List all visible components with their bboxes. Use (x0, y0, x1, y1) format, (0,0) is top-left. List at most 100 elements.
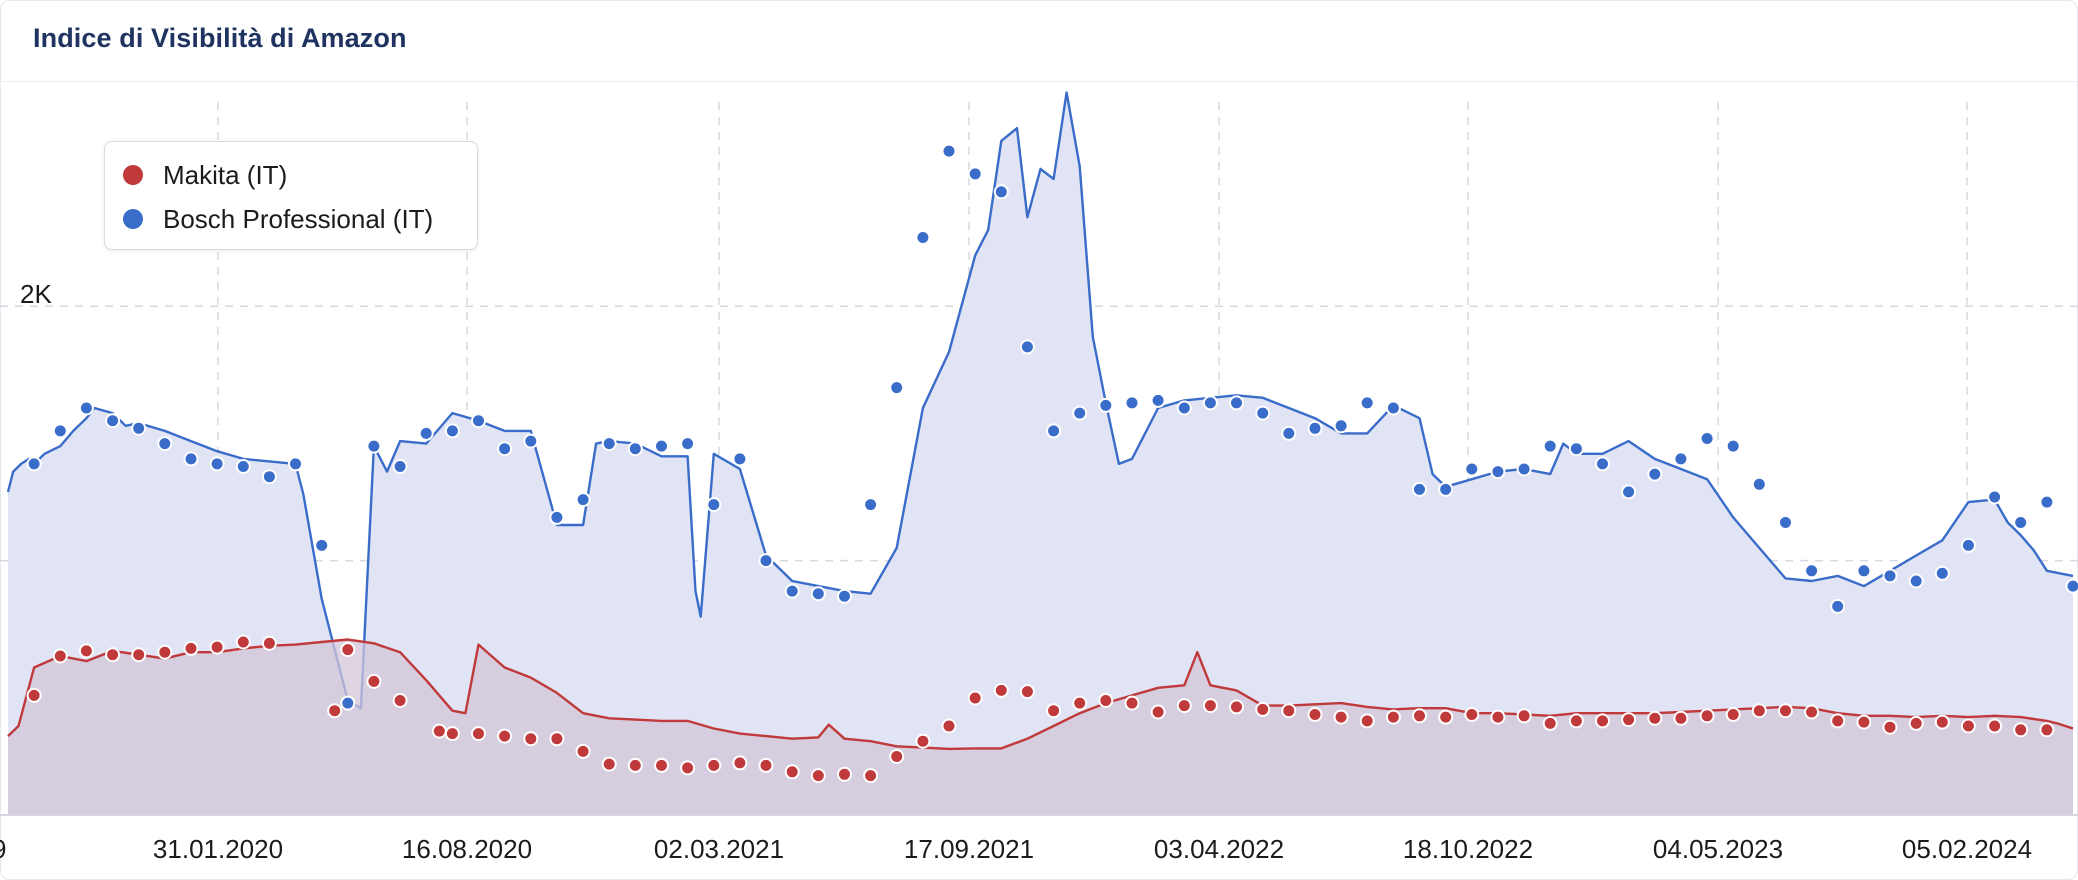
data-point-makita (444, 726, 460, 742)
data-point-bosch (288, 456, 303, 472)
x-tick-label: 03.04.2022 (1154, 834, 1284, 864)
data-point-bosch (967, 166, 983, 182)
data-point-bosch (392, 459, 408, 474)
data-point-makita (131, 647, 147, 663)
data-point-bosch (706, 497, 722, 513)
data-point-makita (1098, 693, 1114, 708)
data-point-bosch (1960, 537, 1976, 553)
data-point-bosch (340, 695, 356, 711)
data-point-bosch (1751, 476, 1767, 492)
data-point-bosch (366, 438, 382, 454)
data-point-bosch (1307, 420, 1323, 436)
data-point-makita (1124, 695, 1140, 711)
data-point-bosch (523, 433, 539, 449)
data-point-makita (941, 718, 957, 734)
data-point-bosch (235, 459, 251, 474)
data-point-makita (810, 768, 826, 784)
data-point-bosch (1385, 400, 1401, 416)
data-point-bosch (1281, 425, 1297, 441)
data-point-bosch (1072, 405, 1088, 421)
x-tick-label: 17.09.2021 (904, 834, 1034, 864)
data-point-bosch (1255, 405, 1271, 421)
data-point-bosch (654, 438, 669, 454)
data-point-bosch (1124, 395, 1140, 411)
data-point-makita (1307, 707, 1323, 722)
data-point-bosch (1908, 573, 1924, 589)
chart-header: Indice di Visibilità di Amazon (1, 1, 2077, 82)
data-point-bosch (1098, 397, 1114, 413)
x-tick-label-edge: 9 (0, 834, 6, 864)
data-point-bosch (1229, 395, 1244, 411)
data-point-makita (915, 733, 931, 749)
data-point-bosch (915, 230, 931, 245)
x-tick-label: 16.08.2020 (402, 834, 532, 864)
data-point-bosch (1830, 598, 1846, 614)
data-point-bosch (1934, 565, 1950, 581)
data-point-bosch (549, 509, 565, 525)
data-point-makita (706, 757, 722, 773)
data-point-makita (1960, 718, 1976, 734)
x-tick-label: 31.01.2020 (153, 834, 283, 864)
data-point-bosch (1202, 395, 1218, 411)
data-point-makita (327, 703, 343, 719)
data-point-makita (1908, 715, 1924, 731)
data-point-bosch (1359, 395, 1375, 411)
data-point-makita (1882, 719, 1898, 735)
chart-title: Indice di Visibilità di Amazon (33, 23, 407, 53)
data-point-bosch (889, 380, 905, 396)
data-point-makita (471, 726, 486, 742)
data-point-bosch (1804, 563, 1820, 579)
data-point-makita (967, 690, 983, 706)
data-point-makita (392, 693, 408, 708)
data-point-makita (431, 723, 447, 739)
data-point-makita (1830, 713, 1846, 729)
data-point-makita (497, 728, 513, 744)
data-point-makita (1046, 703, 1062, 719)
data-point-bosch (758, 553, 774, 569)
data-point-bosch (1150, 392, 1166, 408)
data-point-makita (1647, 710, 1663, 726)
data-point-bosch (105, 413, 121, 429)
legend-item-makita[interactable]: Makita (IT) (123, 160, 287, 190)
data-point-makita (2039, 722, 2055, 738)
legend-marker-makita (123, 165, 143, 185)
data-point-bosch (209, 456, 225, 472)
data-point-bosch (131, 420, 147, 436)
data-point-bosch (1516, 461, 1532, 477)
data-point-bosch (1333, 418, 1349, 434)
data-point-bosch (1490, 464, 1506, 480)
data-point-bosch (1595, 456, 1610, 472)
series-area-bosch (8, 92, 2073, 815)
x-tick-label: 02.03.2021 (654, 834, 784, 864)
data-point-makita (1255, 701, 1271, 717)
data-point-makita (2013, 722, 2029, 738)
data-point-makita (1333, 709, 1349, 725)
data-point-makita (784, 764, 800, 780)
data-point-bosch (1542, 438, 1558, 454)
data-point-makita (889, 749, 905, 764)
data-point-bosch (497, 441, 513, 457)
data-point-bosch (1778, 515, 1793, 530)
legend-marker-bosch (123, 209, 143, 229)
data-point-bosch (1725, 438, 1741, 454)
data-point-bosch (575, 492, 591, 508)
data-point-makita (1385, 709, 1401, 725)
data-point-bosch (1673, 451, 1689, 467)
legend-label-makita: Makita (IT) (163, 159, 288, 190)
data-point-makita (1542, 715, 1558, 731)
x-tick-label: 18.10.2022 (1403, 834, 1533, 864)
data-point-makita (1464, 707, 1480, 722)
data-point-bosch (1882, 568, 1898, 584)
data-point-bosch (2039, 494, 2055, 510)
data-point-makita (26, 687, 42, 703)
data-point-makita (52, 648, 68, 664)
data-point-bosch (732, 451, 748, 467)
data-point-bosch (1019, 339, 1035, 355)
data-point-bosch (627, 441, 643, 457)
data-point-makita (601, 756, 617, 772)
data-point-makita (1934, 714, 1950, 730)
data-point-makita (575, 743, 591, 759)
legend-item-bosch[interactable]: Bosch Professional (IT) (123, 204, 433, 234)
data-point-bosch (261, 469, 277, 485)
data-point-makita (1176, 698, 1192, 714)
